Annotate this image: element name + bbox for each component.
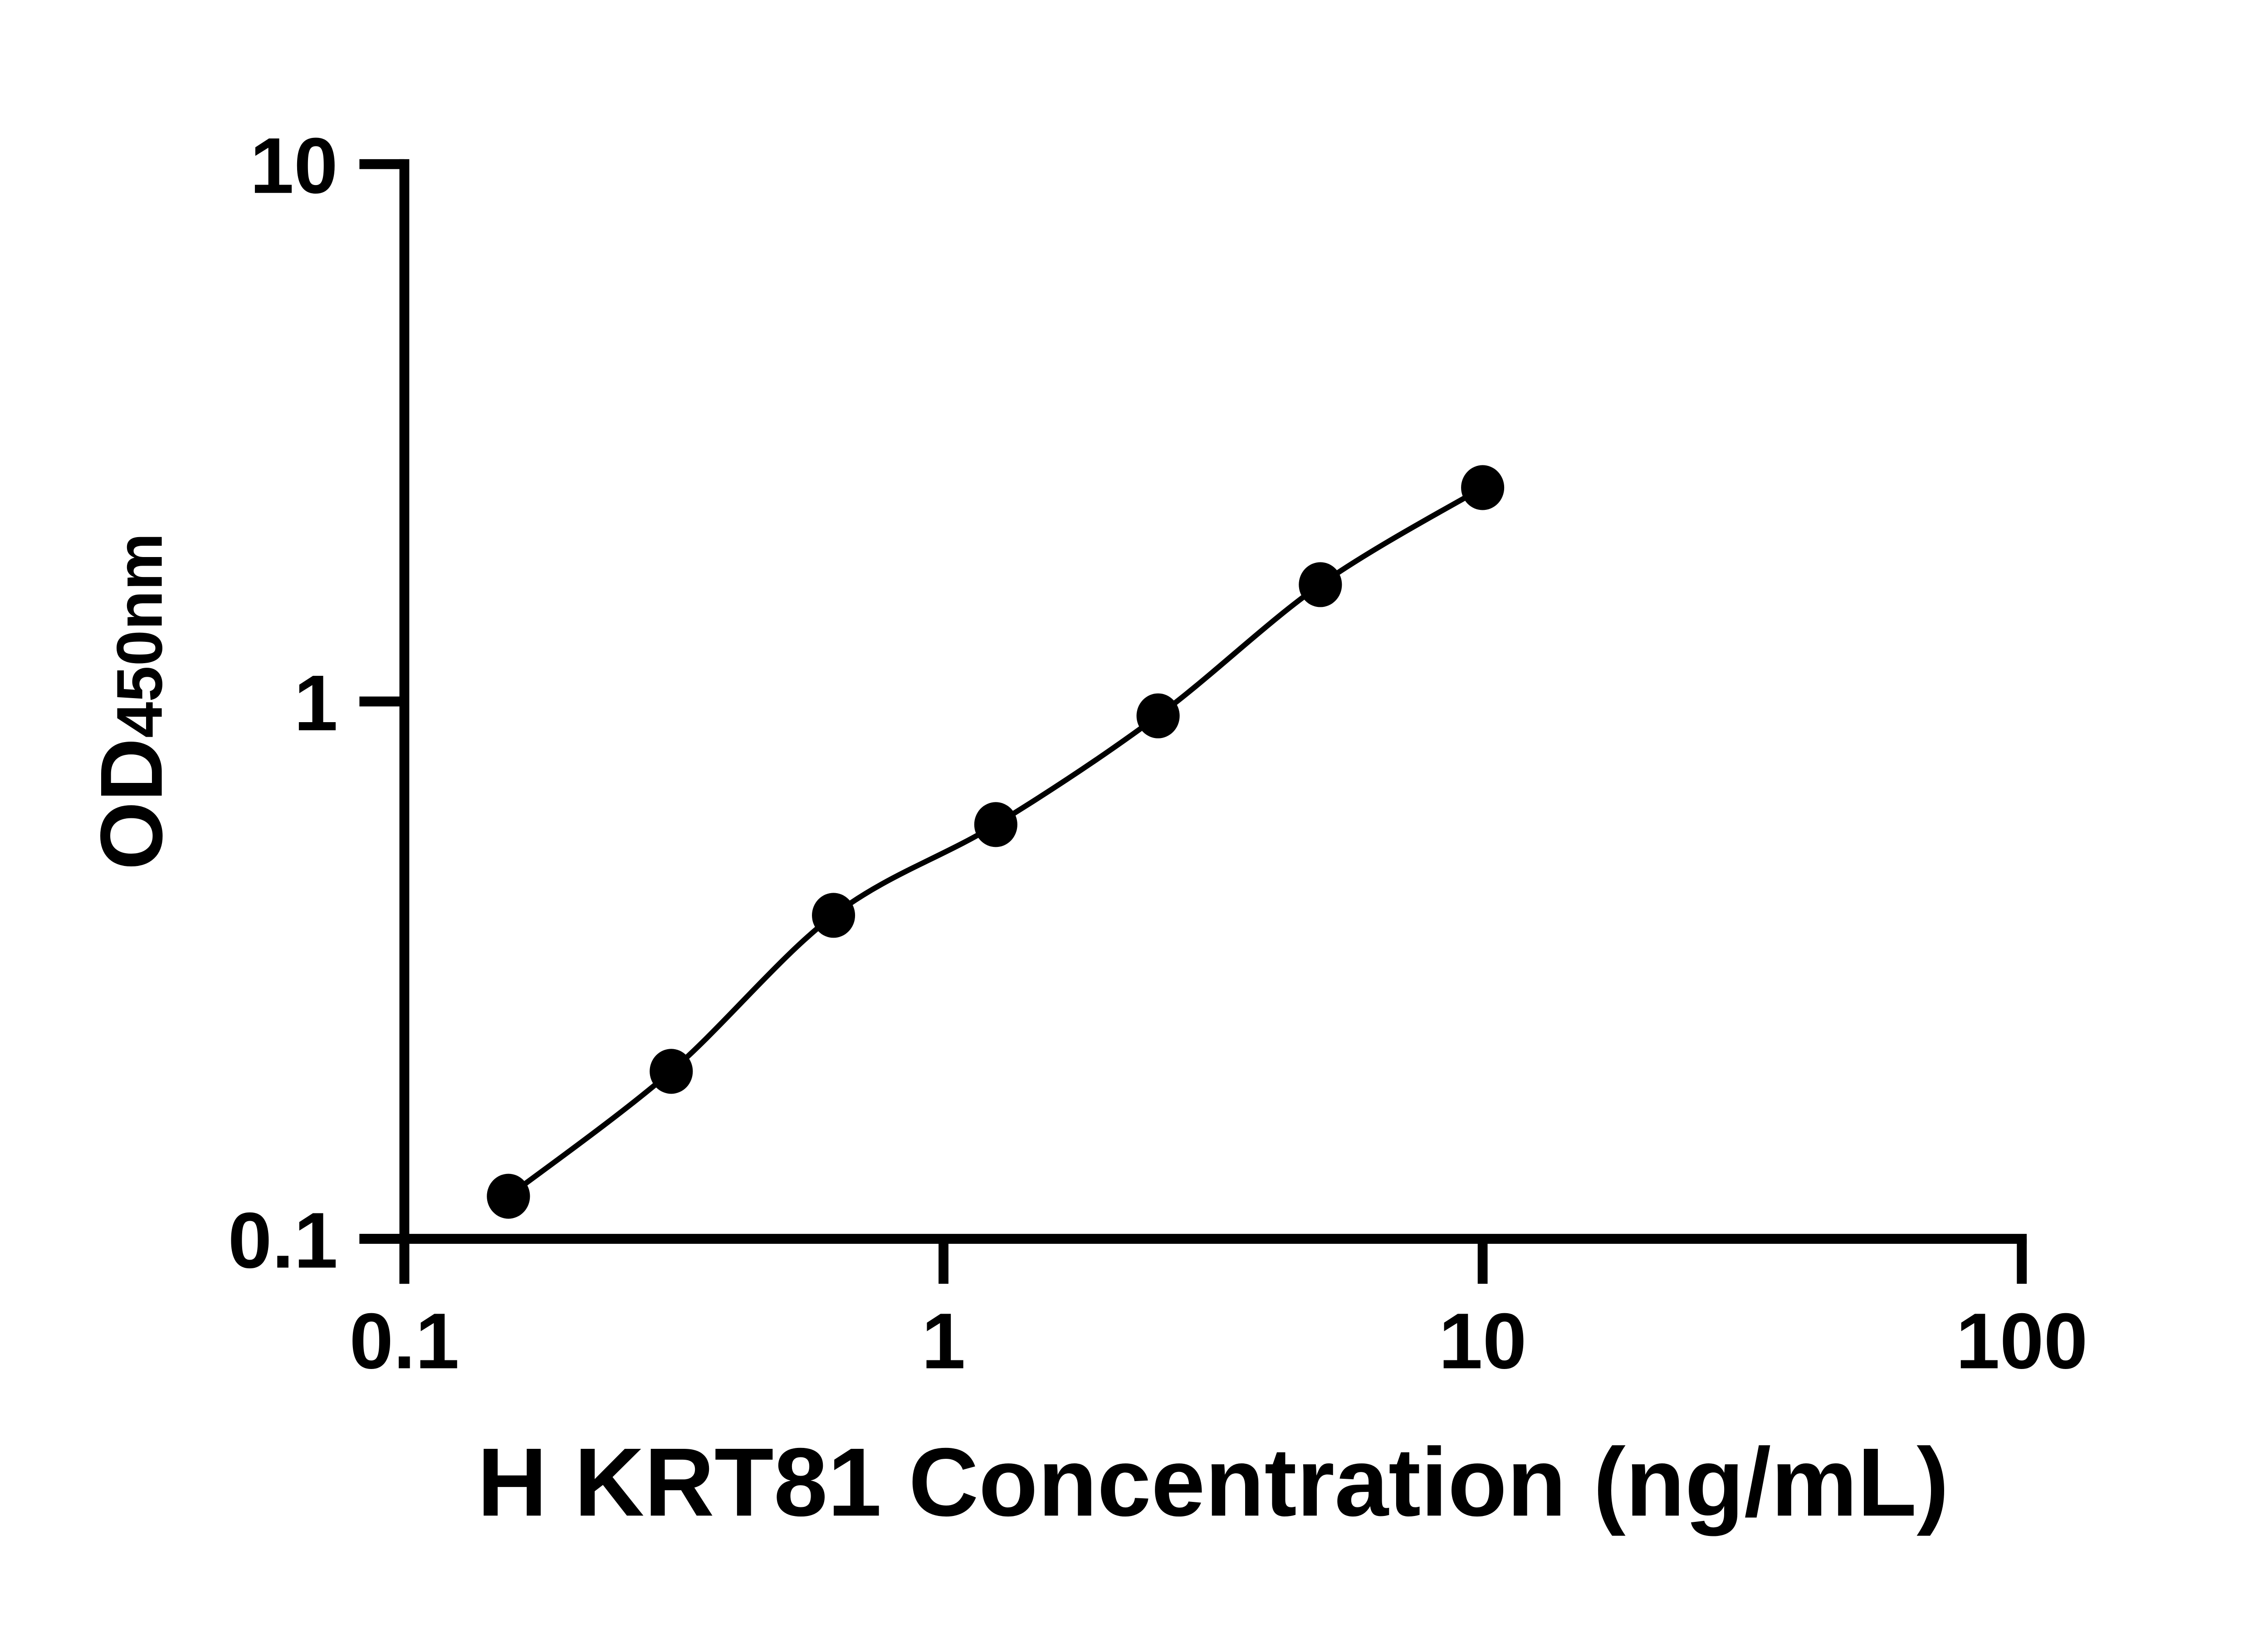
tick-labels: 0.1 1 10 100 0.1 1 10 [228, 121, 2088, 1385]
data-point [487, 1173, 530, 1219]
data-points [487, 465, 1505, 1219]
data-point [974, 802, 1017, 847]
data-point [1299, 562, 1342, 607]
x-tick-label: 0.1 [349, 1296, 459, 1385]
x-tick-label: 1 [922, 1296, 966, 1385]
axes [359, 159, 2027, 1284]
y-axis-title-subscript: 450nm [104, 533, 176, 738]
x-tick-label: 100 [1956, 1296, 2088, 1385]
data-point [650, 1049, 693, 1094]
y-tick-label: 0.1 [228, 1196, 338, 1284]
x-tick-label: 10 [1439, 1296, 1527, 1385]
y-axis-title: OD450nm [83, 533, 181, 870]
y-axis-title-main: OD [83, 738, 181, 870]
x-axis-title: H KRT81 Concentration (ng/mL) [477, 1428, 1949, 1536]
y-tick-label: 10 [250, 121, 338, 210]
y-tick-label: 1 [294, 659, 338, 747]
data-point [1461, 465, 1505, 510]
data-point [812, 893, 855, 938]
axis-ticks [359, 159, 2027, 1284]
data-point [1136, 693, 1180, 738]
